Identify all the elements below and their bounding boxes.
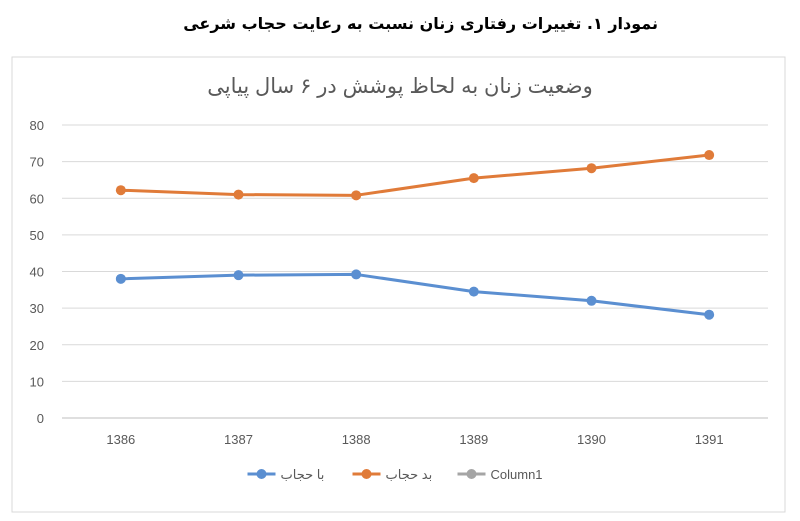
series-line [119, 153, 711, 197]
y-tick-label: 70 [30, 155, 44, 170]
x-axis-tick-labels: 1386 1387 1388 1389 1390 1391 [106, 432, 723, 447]
y-tick-label: 30 [30, 301, 44, 316]
data-point [586, 295, 597, 306]
x-tick-label: 1390 [577, 432, 606, 447]
y-tick-label: 80 [30, 118, 44, 133]
data-point [351, 190, 362, 201]
y-tick-label: 20 [30, 338, 44, 353]
data-point [233, 270, 244, 281]
data-point [115, 185, 126, 196]
figure-caption: نمودار ۱. تغییرات رفتاری زنان نسبت به رع… [183, 14, 658, 33]
legend-marker [256, 469, 267, 479]
series-line [119, 272, 711, 317]
legend-marker [361, 469, 372, 479]
legend-label: بد حجاب [386, 467, 433, 482]
y-axis-tick-labels: 0 10 20 30 40 50 60 70 80 [30, 118, 44, 426]
y-tick-label: 60 [30, 191, 44, 206]
x-tick-label: 1388 [342, 432, 371, 447]
data-point [586, 163, 597, 174]
chart-border [11, 56, 786, 513]
legend-item: با حجاب [247, 467, 325, 482]
y-tick-label: 50 [30, 228, 44, 243]
data-point [468, 173, 479, 184]
y-tick-label: 10 [30, 374, 44, 389]
data-point [704, 309, 715, 320]
series-layer [115, 150, 715, 320]
legend-marker [466, 469, 477, 479]
grid-lines [62, 124, 768, 419]
legend-item: بد حجاب [352, 467, 433, 482]
x-tick-label: 1389 [459, 432, 488, 447]
legend-label: با حجاب [281, 467, 325, 482]
data-point [233, 189, 244, 200]
legend: با حجاب بد حجاب Column1 [247, 467, 543, 482]
data-point [351, 269, 362, 280]
chart-title: وضعیت زنان به لحاظ پوشش در ۶ سال پیاپی [207, 75, 592, 98]
x-tick-label: 1387 [224, 432, 253, 447]
legend-item: Column1 [457, 467, 543, 482]
legend-label: Column1 [491, 467, 543, 482]
x-tick-label: 1386 [106, 432, 135, 447]
data-point [115, 273, 126, 284]
y-tick-label: 40 [30, 265, 44, 280]
data-point [468, 286, 479, 297]
y-tick-label: 0 [37, 411, 44, 426]
series-1 [115, 150, 715, 201]
x-tick-label: 1391 [695, 432, 724, 447]
series-0 [115, 269, 715, 320]
data-point [704, 150, 715, 161]
